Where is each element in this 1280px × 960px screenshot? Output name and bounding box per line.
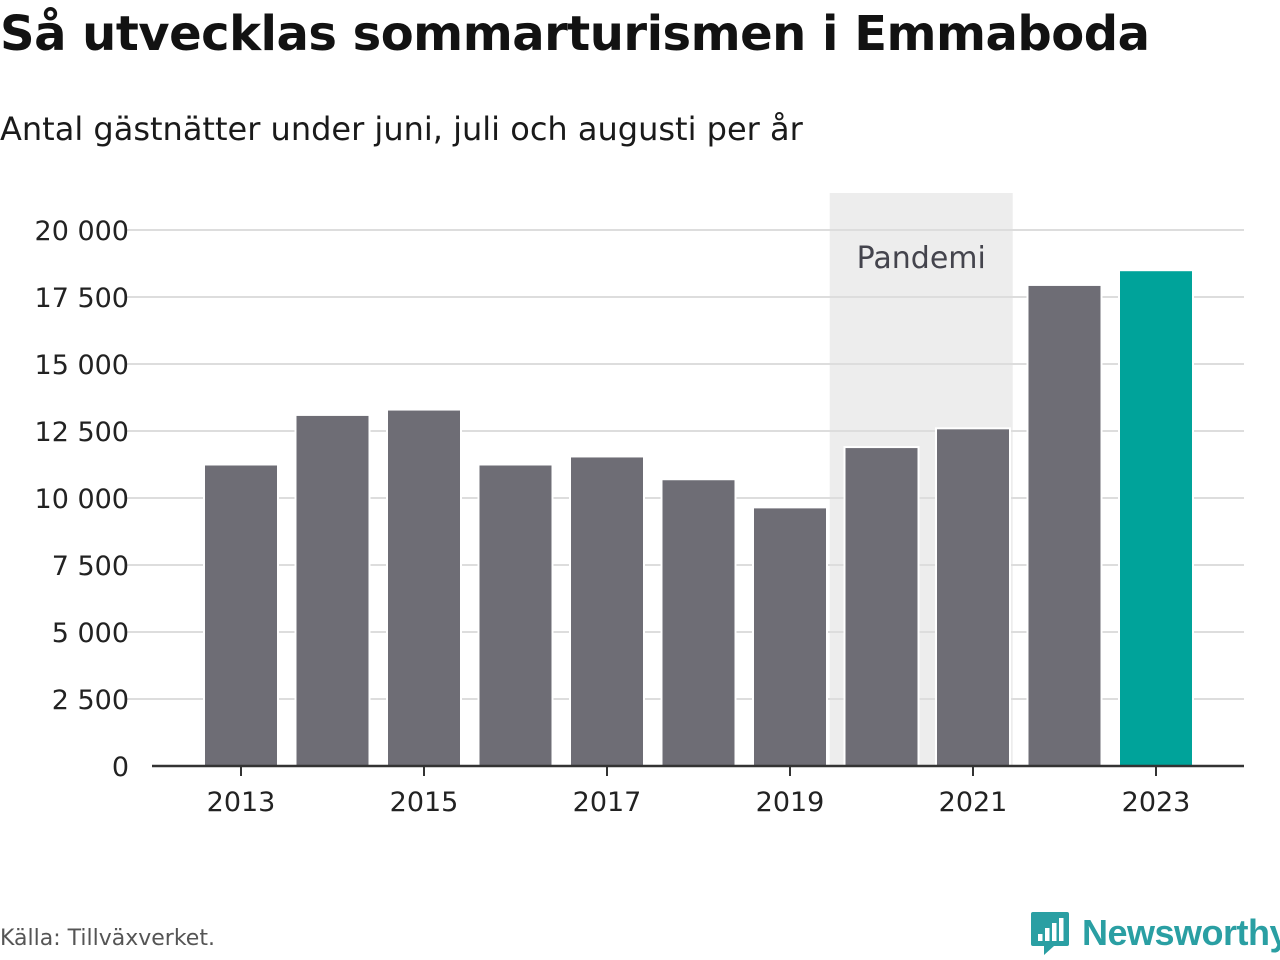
pandemic-label: Pandemi xyxy=(857,241,986,276)
y-tick-label: 12 500 xyxy=(35,417,129,448)
chart-subtitle: Antal gästnätter under juni, juli och au… xyxy=(0,110,803,148)
bar-2014 xyxy=(294,413,371,767)
brand-logo: Newsworthy xyxy=(1030,910,1280,956)
bar-2020 xyxy=(843,446,920,767)
bar-2013 xyxy=(203,463,279,767)
x-tick-label: 2013 xyxy=(207,787,276,818)
bar-2016 xyxy=(477,463,554,767)
x-tick-label: 2023 xyxy=(1122,787,1191,818)
x-tick-label: 2019 xyxy=(756,787,825,818)
y-tick-label: 20 000 xyxy=(35,216,129,247)
x-tick-label: 2017 xyxy=(573,787,642,818)
y-tick-label: 2 500 xyxy=(52,685,129,716)
x-tick-label: 2015 xyxy=(390,787,459,818)
x-tick-label: 2021 xyxy=(939,787,1008,818)
bar-chart-speech-bubble-icon xyxy=(1031,912,1069,955)
y-tick-label: 7 500 xyxy=(52,551,129,582)
bar-2021 xyxy=(935,427,1011,767)
bar-2018 xyxy=(660,478,737,767)
bar-2023 xyxy=(1118,269,1194,767)
y-tick-label: 10 000 xyxy=(35,484,129,515)
bar-2017 xyxy=(569,455,645,767)
chart-title: Så utvecklas sommarturismen i Emmaboda xyxy=(0,6,1150,62)
y-tick-label: 15 000 xyxy=(35,350,129,381)
bar-2019 xyxy=(752,506,828,767)
y-tick-label: 0 xyxy=(112,752,129,783)
source-note: Källa: Tillväxverket. xyxy=(0,926,215,951)
brand-name: Newsworthy xyxy=(1082,912,1280,953)
bar-2022 xyxy=(1026,283,1103,767)
bar-2015 xyxy=(386,408,462,767)
y-tick-label: 5 000 xyxy=(52,618,129,649)
y-tick-label: 17 500 xyxy=(35,283,129,314)
